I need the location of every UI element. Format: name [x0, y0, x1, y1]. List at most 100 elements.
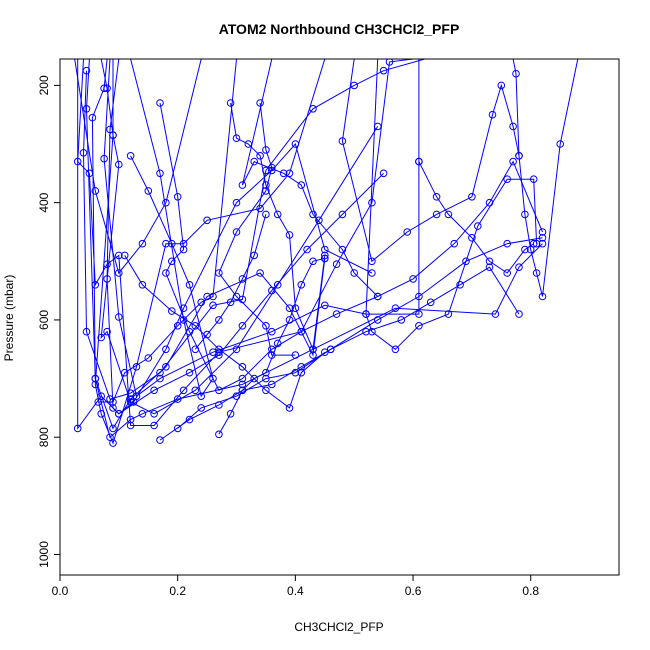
data-point — [162, 345, 170, 354]
series-line — [82, 59, 425, 400]
data-point — [426, 298, 435, 307]
data-point — [529, 175, 538, 183]
series-line — [230, 102, 326, 352]
data-point — [115, 410, 123, 418]
series-line — [91, 59, 543, 439]
data-point — [156, 99, 164, 107]
data-point — [373, 316, 382, 324]
data-point — [226, 410, 235, 418]
data-point — [538, 292, 547, 301]
data-point — [191, 345, 200, 354]
data-point — [368, 269, 376, 277]
data-point — [250, 157, 258, 166]
series-line — [77, 59, 384, 430]
data-point — [126, 421, 135, 430]
data-point — [162, 363, 170, 371]
data-point — [150, 386, 158, 395]
data-point — [321, 254, 329, 263]
data-point — [415, 157, 423, 166]
data-point — [297, 368, 306, 377]
data-point — [185, 415, 194, 424]
data-point — [262, 386, 270, 395]
data-point — [173, 193, 182, 201]
data-point — [215, 386, 223, 395]
data-point — [279, 169, 288, 178]
data-point — [309, 210, 317, 219]
data-point — [179, 245, 188, 254]
data-point — [132, 392, 141, 401]
data-point — [215, 401, 223, 409]
data-point — [321, 348, 329, 357]
y-axis-label: Pressure (mbar) — [2, 275, 16, 362]
data-point — [162, 239, 170, 248]
data-point — [168, 239, 176, 248]
data-point — [109, 424, 117, 433]
data-point — [403, 228, 412, 236]
data-point — [203, 330, 211, 339]
data-point — [297, 181, 306, 189]
data-point — [226, 99, 235, 107]
data-point — [432, 193, 441, 201]
data-point — [415, 322, 423, 330]
data-point — [391, 345, 400, 354]
y-tick-label: 400 — [37, 192, 51, 212]
data-point — [232, 345, 241, 354]
data-point — [156, 436, 164, 444]
x-axis: 0.0 0.2 0.4 0.6 0.8 — [52, 575, 539, 598]
data-point — [488, 110, 497, 119]
data-point — [179, 316, 188, 324]
data-point — [309, 345, 317, 354]
data-point — [232, 228, 241, 236]
series-line — [177, 237, 543, 429]
data-point — [256, 152, 264, 160]
data-point — [262, 210, 270, 219]
data-point — [115, 313, 123, 321]
data-point — [226, 298, 235, 307]
data-point — [368, 198, 376, 207]
data-point — [120, 368, 129, 377]
data-point — [138, 239, 147, 248]
data-point — [415, 310, 423, 318]
plot-area — [73, 59, 579, 447]
data-point — [338, 210, 347, 219]
data-point — [250, 251, 258, 260]
series-line — [74, 59, 202, 275]
data-point — [156, 169, 164, 178]
data-point — [379, 66, 388, 75]
data-point — [197, 298, 205, 307]
data-point — [321, 245, 329, 254]
data-point — [297, 281, 306, 289]
data-point — [144, 187, 153, 195]
data-point — [515, 263, 523, 272]
data-point — [150, 421, 158, 430]
y-axis: 200 400 600 800 1000 — [37, 75, 60, 568]
data-point — [373, 122, 382, 131]
data-point — [450, 239, 459, 248]
data-point — [144, 354, 153, 362]
data-point — [168, 257, 176, 266]
data-point — [529, 239, 538, 248]
data-point — [526, 245, 535, 254]
plot-frame — [59, 58, 620, 576]
data-point — [91, 187, 100, 195]
data-point — [132, 363, 141, 371]
data-point — [203, 216, 211, 225]
data-point — [262, 368, 270, 377]
data-point — [309, 257, 317, 266]
x-tick-label: 0.4 — [287, 584, 304, 598]
series-line — [77, 59, 414, 426]
data-point — [103, 327, 111, 336]
data-point — [273, 281, 282, 289]
series-line — [218, 257, 325, 435]
data-point — [273, 210, 282, 219]
data-point — [444, 310, 453, 318]
data-point — [215, 345, 223, 354]
series-line — [100, 59, 379, 415]
data-point — [415, 292, 423, 301]
data-point — [485, 263, 494, 272]
data-point — [297, 327, 306, 336]
data-point — [521, 210, 529, 219]
data-point — [285, 169, 294, 178]
x-tick-label: 0.0 — [52, 584, 69, 598]
